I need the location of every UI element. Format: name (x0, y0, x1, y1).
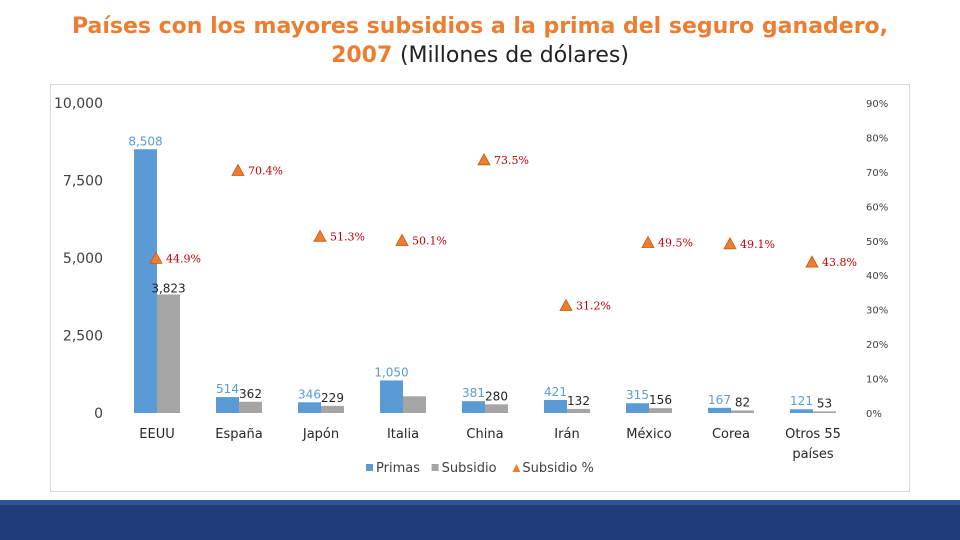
bar-subsidio (403, 396, 426, 413)
x-tick-label: Irán (554, 427, 579, 442)
bar-subsidio (731, 410, 754, 413)
bar-primas (298, 402, 321, 413)
bar-primas (708, 407, 731, 413)
y-right-tick-label: 80% (866, 133, 888, 144)
chart-title-line1: Países con los mayores subsidios a la pr… (71, 14, 889, 39)
data-label-primas: 315 (626, 388, 649, 402)
x-tick-label: México (626, 427, 671, 442)
footer-band (0, 500, 960, 540)
bar-primas (626, 403, 649, 413)
data-label-subsidio: 132 (567, 394, 590, 408)
data-label-subsidio-pct: 49.5% (658, 237, 693, 250)
legend-swatch (512, 464, 521, 472)
legend-swatch (431, 464, 439, 471)
legend-label: Primas (376, 461, 420, 476)
data-label-subsidio: 53 (817, 396, 832, 410)
bar-primas (216, 397, 239, 413)
data-label-subsidio-pct: 44.9% (166, 252, 201, 265)
y-left-tick-label: 7,500 (63, 174, 103, 190)
x-tick-label: EEUU (139, 427, 174, 442)
data-label-subsidio: 156 (649, 393, 672, 407)
data-label-primas: 514 (216, 382, 239, 396)
marker-subsidio-pct (477, 152, 491, 166)
bar-subsidio (157, 294, 180, 413)
data-label-primas: 1,050 (374, 365, 408, 379)
legend-swatch (366, 464, 373, 471)
bar-subsidio (813, 411, 836, 413)
x-tick-label: España (215, 427, 262, 442)
data-label-subsidio-pct: 50.1% (412, 234, 447, 247)
marker-subsidio-pct (723, 237, 737, 250)
x-tick-label: Japón (302, 427, 339, 442)
bar-primas (544, 399, 567, 413)
data-label-subsidio-pct: 51.3% (330, 230, 365, 243)
y-right-tick-label: 60% (866, 202, 888, 213)
data-label-primas: 346 (298, 387, 321, 401)
y-right-tick-label: 0% (866, 409, 882, 420)
data-label-subsidio: 82 (735, 395, 750, 409)
data-label-subsidio-pct: 70.4% (248, 165, 283, 178)
footer-stripe (0, 500, 960, 505)
y-right-tick-label: 70% (866, 168, 888, 179)
data-label-subsidio: 3,823 (151, 281, 185, 295)
bar-primas (380, 380, 403, 413)
marker-subsidio-pct (395, 233, 409, 246)
y-left-tick-label: 10,000 (54, 96, 103, 112)
legend-label: Subsidio (442, 461, 497, 476)
x-tick-label: Italia (387, 427, 419, 442)
data-label-subsidio: 362 (239, 387, 262, 401)
data-label-subsidio-pct: 43.8% (822, 256, 857, 269)
x-tick-label: China (466, 427, 503, 442)
marker-subsidio-pct (559, 298, 573, 311)
y-right-tick-label: 40% (866, 271, 888, 282)
data-label-primas: 421 (544, 385, 567, 399)
y-right-tick-label: 90% (866, 99, 888, 110)
bar-primas (790, 409, 813, 413)
marker-subsidio-pct (805, 255, 819, 268)
data-label-primas: 167 (708, 393, 731, 407)
bar-subsidio (649, 408, 672, 413)
x-tick-label: Otros 55 (785, 427, 841, 442)
bar-primas (134, 149, 157, 413)
chart-title-year: 2007 (331, 43, 393, 68)
data-label-subsidio-pct: 31.2% (576, 300, 611, 313)
bar-primas (462, 401, 485, 413)
y-right-tick-label: 30% (866, 306, 888, 317)
y-left-tick-label: 2,500 (63, 329, 103, 345)
legend-label: Subsidio % (522, 461, 593, 476)
y-right-tick-label: 20% (866, 340, 888, 351)
chart-title-line2: 2007 (Millones de dólares) (0, 41, 960, 70)
chart-svg: 0 2,500 5,000 7,500 10,000 0% 10% 20% 30% 40% 50% 6… (54, 96, 888, 476)
bar-subsidio (567, 408, 590, 413)
data-label-primas: 381 (462, 386, 485, 400)
data-label-primas: 8,508 (128, 134, 162, 148)
x-tick-label: Corea (712, 427, 750, 442)
chart-area (50, 84, 910, 492)
data-label-subsidio: 229 (321, 391, 344, 405)
data-label-subsidio: 280 (485, 389, 508, 403)
y-left-tick-label: 5,000 (63, 251, 103, 267)
y-right-tick-label: 50% (866, 237, 888, 248)
marker-subsidio-pct (149, 251, 163, 264)
data-label-primas: 121 (790, 394, 813, 408)
chart-title: Países con los mayores subsidios a la pr… (0, 12, 960, 70)
x-tick-label: países (792, 447, 834, 462)
bar-subsidio (485, 404, 508, 413)
y-left-tick-label: 0 (94, 406, 103, 422)
bar-subsidio (239, 401, 262, 413)
marker-subsidio-pct (641, 235, 655, 248)
bar-subsidio (321, 405, 344, 413)
marker-subsidio-pct (313, 229, 327, 242)
y-right-tick-label: 10% (866, 375, 888, 386)
marker-subsidio-pct (231, 163, 245, 176)
data-label-subsidio-pct: 73.5% (494, 154, 529, 167)
data-label-subsidio-pct: 49.1% (740, 238, 775, 251)
chart-title-unit: (Millones de dólares) (399, 43, 629, 68)
